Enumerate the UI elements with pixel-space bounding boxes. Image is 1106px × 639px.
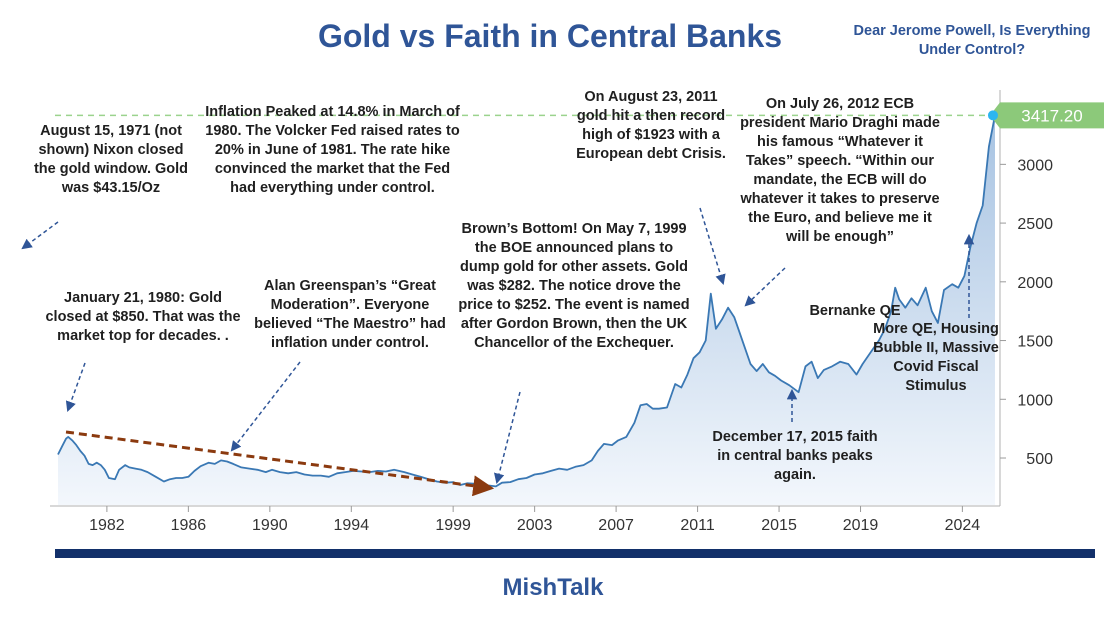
last-value-badge	[990, 102, 1104, 129]
arrow-aug-2011	[699, 207, 726, 286]
annotation-jan-1980: January 21, 1980: Gold closed at $850. T…	[45, 290, 241, 344]
y-tick-label-2500: 2500	[1017, 216, 1053, 233]
y-tick-label-1500: 1500	[1017, 334, 1053, 351]
trend-arrow-decline	[65, 430, 495, 497]
annotation-browns-bottom: Brown’s Bottom! On May 7, 1999 the BOE a…	[458, 221, 690, 351]
arrow-browns-bottom	[493, 391, 521, 485]
annotation-dec-2015: December 17, 2015 faith in central banks…	[712, 429, 878, 483]
annotation-aug-2011: On August 23, 2011 gold hit a then recor…	[576, 89, 726, 162]
series-area-fill	[58, 115, 995, 506]
last-value-label: 3417.20	[1021, 106, 1082, 125]
annotation-nixon-1971: August 15, 1971 (not shown) Nixon closed…	[33, 123, 189, 196]
arrow-greenspan	[230, 361, 301, 452]
annotation-volcker: Inflation Peaked at 14.8% in March of 19…	[205, 104, 460, 196]
y-tick-label-2000: 2000	[1017, 275, 1053, 292]
y-tick-label-3000: 3000	[1017, 157, 1053, 174]
x-tick-label-1982: 1982	[89, 517, 125, 534]
x-tick-label-1986: 1986	[171, 517, 207, 534]
x-tick-label-2019: 2019	[843, 517, 879, 534]
annotation-more-qe: More QE, Housing Bubble II, Massive Covi…	[873, 321, 999, 394]
x-tick-label-2003: 2003	[517, 517, 553, 534]
x-tick-label-1994: 1994	[334, 517, 370, 534]
arrow-nixon-1971	[21, 221, 59, 250]
annotation-greenspan: Alan Greenspan’s “Great Moderation”. Eve…	[254, 278, 446, 351]
footer-brand: MishTalk	[502, 574, 604, 601]
x-tick-label-2007: 2007	[598, 517, 634, 534]
x-tick-label-2015: 2015	[761, 517, 797, 534]
series-line-gold	[57, 115, 996, 488]
x-tick-label-1990: 1990	[252, 517, 288, 534]
arrow-draghi	[744, 267, 786, 307]
annotation-bernanke: Bernanke QE	[809, 303, 901, 319]
y-tick-label-500: 500	[1026, 451, 1053, 468]
x-tick-label-2011: 2011	[680, 517, 715, 534]
last-value-marker	[987, 110, 998, 121]
brand-bar	[55, 549, 1095, 558]
x-tick-label-2024: 2024	[945, 517, 981, 534]
chart-title: Gold vs Faith in Central Banks	[317, 18, 783, 54]
x-tick-label-1999: 1999	[435, 517, 471, 534]
annotation-draghi: On July 26, 2012 ECB president Mario Dra…	[740, 96, 940, 245]
chart-subtitle: Dear Jerome Powell, Is Everything Under …	[853, 23, 1091, 58]
arrow-jan-1980	[65, 362, 86, 412]
y-tick-label-1000: 1000	[1017, 392, 1053, 409]
